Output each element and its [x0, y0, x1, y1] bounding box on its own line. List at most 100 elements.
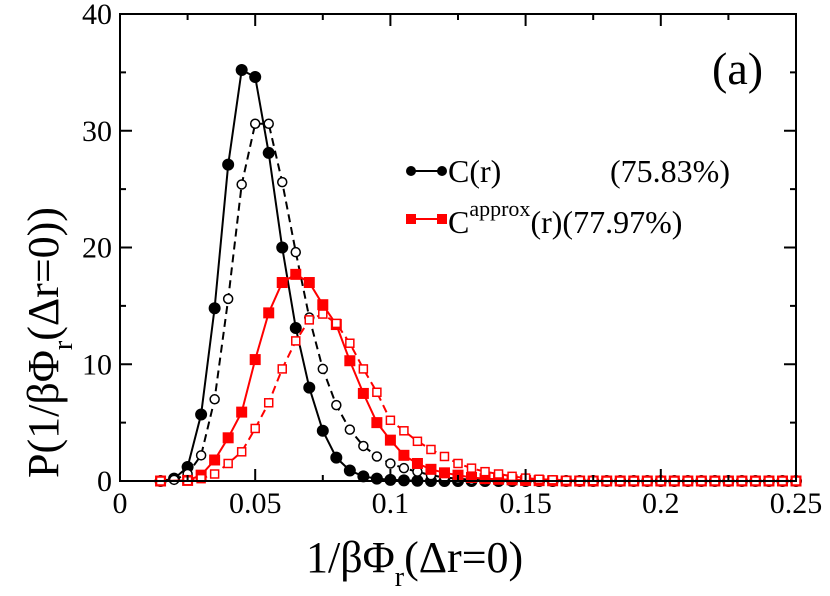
data-point	[317, 363, 329, 375]
data-point	[316, 424, 329, 437]
legend-percent-c: (75.83%)	[610, 153, 730, 189]
data-point	[222, 432, 234, 444]
y-axis-title-sub: r	[48, 340, 79, 350]
data-point	[276, 277, 288, 289]
legend-label-capprox-main: C	[448, 204, 469, 240]
data-point	[303, 381, 316, 394]
legend-label-capprox-sup: approx	[469, 196, 530, 221]
data-point	[438, 467, 450, 479]
data-point	[507, 471, 517, 482]
series-line	[160, 273, 796, 482]
data-point	[249, 354, 261, 366]
data-point	[371, 417, 383, 429]
data-point	[371, 451, 383, 462]
data-point	[209, 469, 220, 479]
series-2	[155, 268, 802, 487]
x-tick-label: 0.25	[770, 487, 823, 520]
data-point	[425, 463, 437, 475]
y-tick-label: 10	[82, 348, 112, 381]
data-point	[290, 246, 302, 258]
x-tick-label: 0.2	[642, 487, 680, 520]
data-point	[289, 322, 302, 335]
legend: C(r) (75.83%) Capprox(r)(77.97%)	[406, 153, 730, 240]
data-point	[331, 399, 342, 411]
data-point	[208, 302, 221, 315]
data-point	[318, 309, 328, 319]
y-axis-title-main: P(1/βΦ	[19, 350, 68, 478]
data-point	[372, 387, 382, 398]
data-point	[398, 462, 410, 474]
series-layer	[154, 64, 802, 487]
data-point	[277, 364, 287, 374]
data-point	[398, 449, 410, 461]
series-3	[155, 309, 801, 486]
data-point	[358, 440, 369, 452]
data-point	[331, 318, 342, 329]
data-point	[358, 364, 369, 374]
panel-label: (a)	[712, 43, 763, 94]
data-point	[236, 179, 247, 190]
data-point	[209, 454, 221, 466]
data-point	[263, 307, 275, 319]
data-point	[291, 336, 301, 346]
data-point	[222, 293, 234, 305]
x-axis-title-tail: (Δr=0)	[404, 533, 523, 582]
data-point	[343, 464, 356, 477]
legend-marker-capprox-left	[406, 214, 416, 224]
legend-marker-c-left	[406, 166, 416, 176]
x-axis-title-sub: r	[395, 562, 405, 593]
data-point	[534, 474, 544, 484]
data-point	[385, 415, 396, 426]
data-point	[493, 469, 504, 479]
series-line	[160, 68, 796, 482]
legend-label-c: C(r)	[448, 153, 501, 189]
x-tick-label: 0.15	[499, 487, 552, 520]
legend-label-capprox-after: (r)	[530, 204, 562, 240]
data-point	[317, 299, 329, 311]
x-tick-label: 0.05	[229, 487, 282, 520]
legend-marker-c-right	[437, 166, 447, 176]
data-point	[344, 424, 356, 435]
axis-layer: 0 0.05 0.1 0.15 0.2 0.25 0 10 20 30 40	[82, 0, 822, 520]
data-point	[399, 426, 409, 436]
x-tick-label: 0.1	[372, 487, 410, 520]
data-point	[357, 387, 369, 399]
data-point	[235, 64, 248, 77]
legend-label-capprox: Capprox(r)(77.97%)	[448, 196, 682, 240]
data-point	[412, 436, 423, 447]
y-tick-label: 0	[97, 465, 112, 498]
data-point	[304, 315, 315, 325]
data-point	[453, 458, 463, 469]
data-point	[276, 241, 289, 254]
x-axis-title: 1/βΦr(Δr=0)	[306, 533, 523, 593]
legend-percent-capprox: (77.97%)	[562, 204, 682, 240]
y-tick-label: 40	[82, 0, 112, 31]
data-point	[385, 458, 396, 469]
data-point	[222, 158, 235, 171]
data-point	[195, 408, 208, 421]
data-point	[330, 451, 343, 464]
data-point	[262, 146, 275, 159]
x-axis-title-main: 1/βΦ	[306, 533, 395, 582]
data-point	[249, 71, 262, 84]
series-line	[160, 312, 796, 482]
y-tick-label: 30	[82, 115, 112, 148]
x-tick-label: 0	[113, 487, 128, 520]
data-point	[290, 268, 302, 280]
data-point	[480, 466, 490, 477]
y-axis-title-tail: (Δr=0))	[19, 207, 68, 341]
data-point	[411, 457, 423, 469]
data-point	[426, 444, 436, 455]
data-point	[466, 463, 477, 473]
data-point	[370, 472, 383, 485]
data-point	[195, 450, 207, 461]
data-point	[250, 423, 260, 434]
data-point	[263, 118, 274, 129]
data-point	[303, 277, 315, 289]
plot-frame	[119, 13, 797, 482]
data-point	[236, 406, 248, 418]
data-point	[547, 475, 558, 485]
data-point	[249, 118, 261, 129]
data-point	[236, 447, 247, 457]
data-point	[263, 398, 274, 408]
